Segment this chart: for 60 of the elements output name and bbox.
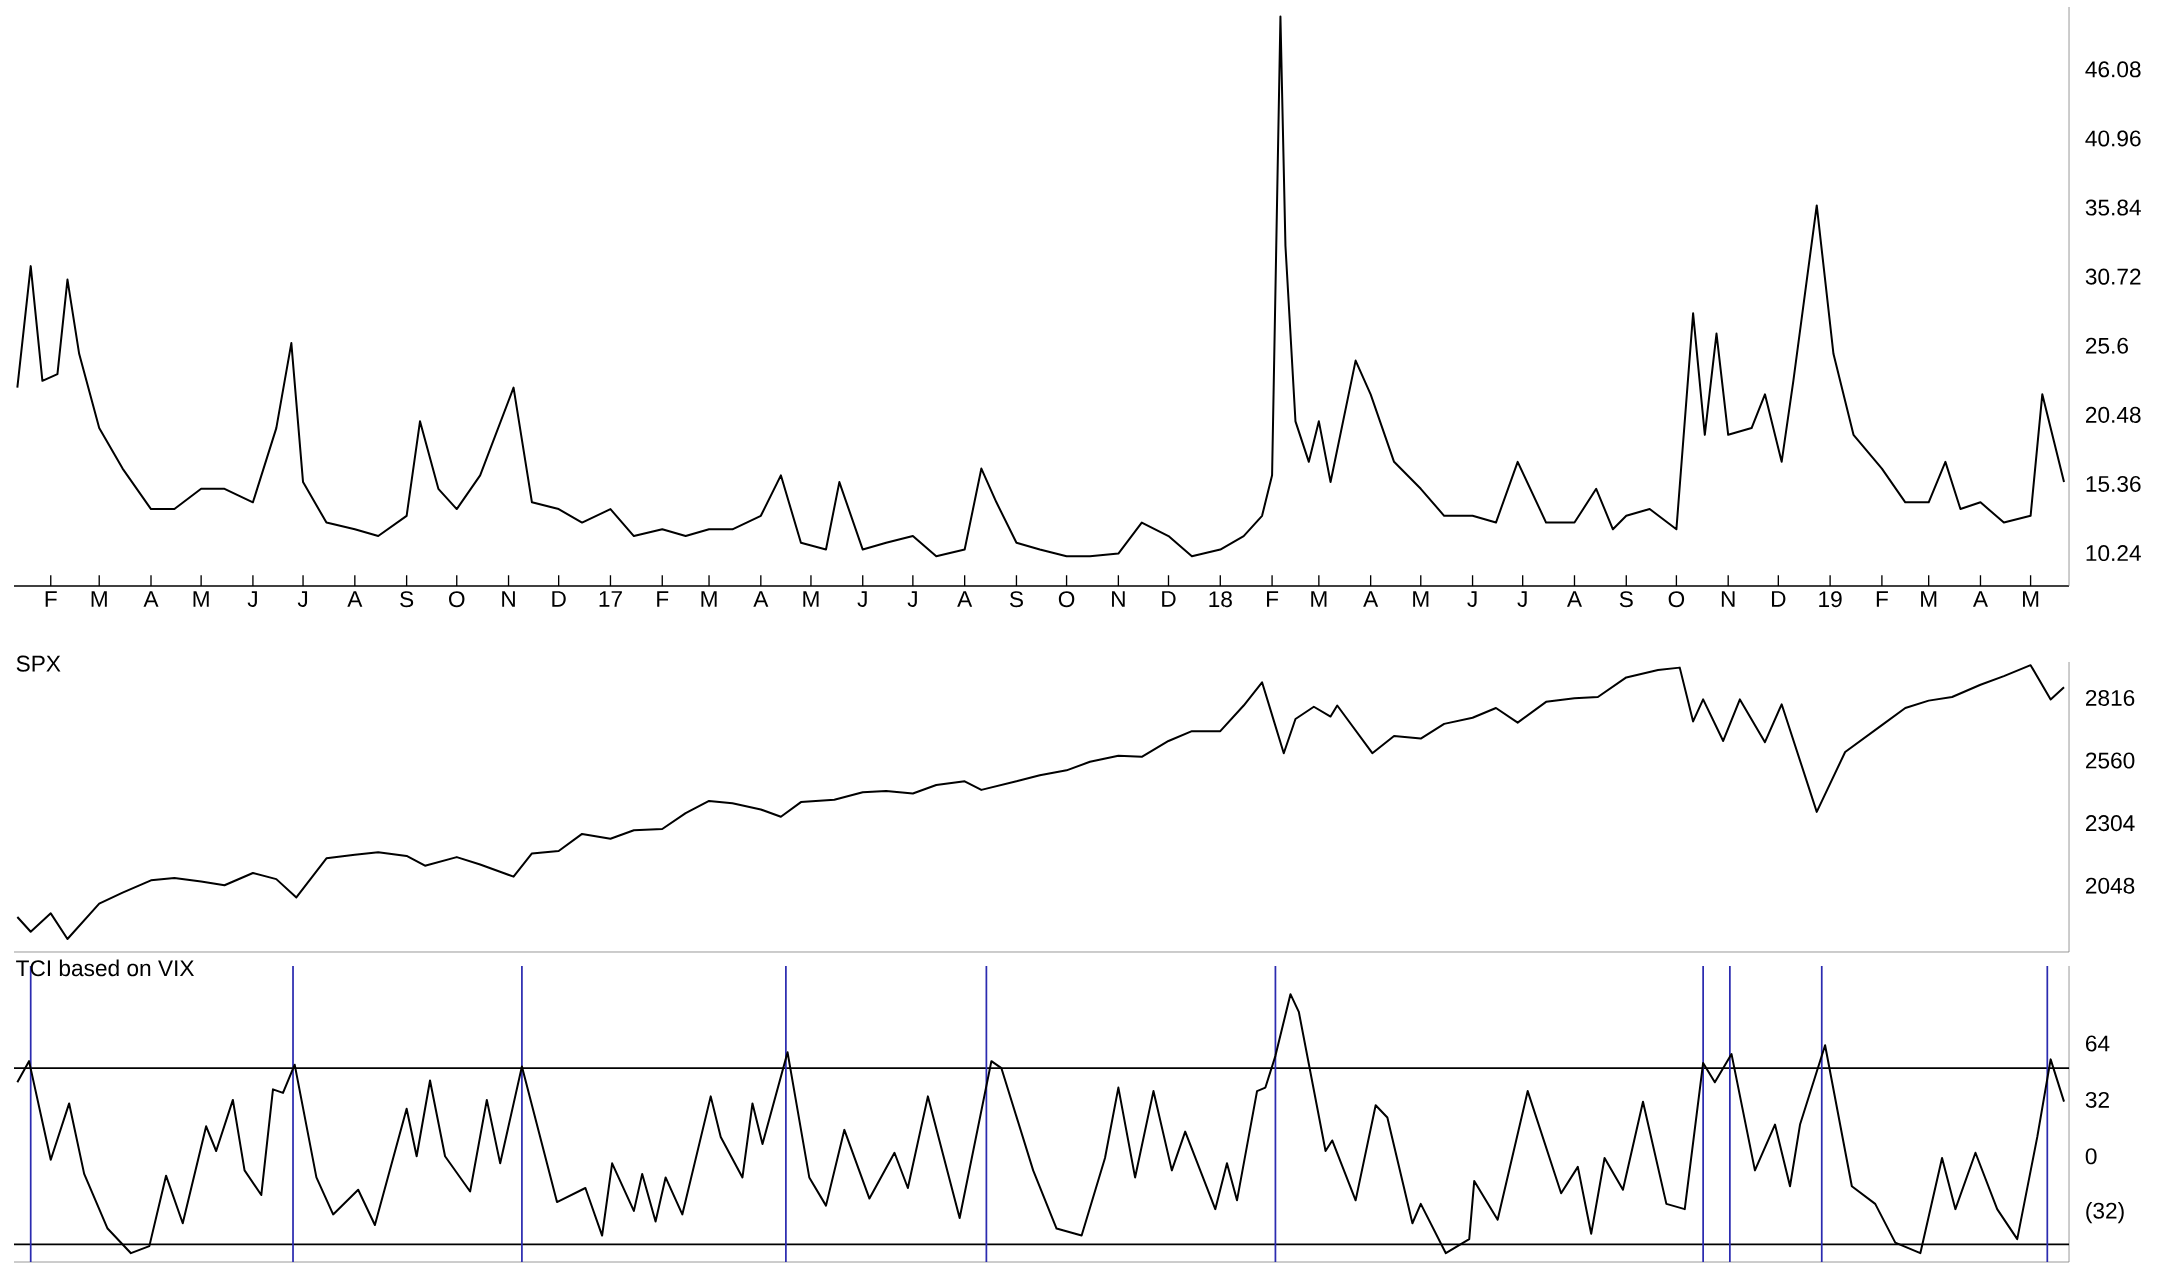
line-series: [16, 15, 2066, 558]
line-series: [16, 993, 2066, 1255]
x-tick-label: J: [907, 591, 917, 607]
x-tick-label: N: [502, 591, 515, 607]
y-tick-label: 35.84: [2085, 199, 2141, 216]
x-tick-label: J: [857, 591, 867, 607]
x-tick-label: D: [1771, 591, 1786, 607]
x-tick-label: F: [1267, 591, 1279, 607]
x-tick-label: S: [400, 591, 414, 608]
x-tick-label: O: [449, 591, 465, 608]
y-tick-label: 30.72: [2085, 268, 2141, 285]
x-tick-label: D: [552, 591, 566, 607]
x-tick-label: D: [1162, 591, 1176, 607]
x-tick-label: O: [1058, 591, 1075, 608]
x-tick-label: J: [297, 591, 308, 607]
y-tick-label: 20.48: [2086, 406, 2141, 423]
x-tick-label: S: [1009, 591, 1023, 608]
x-tick-label: A: [1972, 591, 1988, 607]
x-tick-label: F: [657, 591, 669, 607]
x-tick-label: N: [1721, 591, 1735, 607]
x-tick-label: M: [91, 591, 107, 607]
y-tick-label: 25.6: [2086, 337, 2128, 354]
y-tick-label: 2304: [2086, 815, 2135, 832]
x-tick-label: A: [347, 591, 363, 607]
x-tick-label: M: [1921, 591, 1937, 607]
x-tick-label: A: [143, 591, 159, 607]
x-tick-label: J: [1517, 591, 1527, 607]
chart-title: SPX: [16, 655, 61, 672]
y-tick-label: 10.24: [2086, 545, 2141, 562]
x-tick-label: S: [1619, 591, 1633, 608]
y-tick-label: 0: [2085, 1148, 2097, 1165]
x-tick-label: N: [1112, 591, 1125, 607]
x-tick-label: A: [1363, 591, 1379, 607]
x-tick-label: F: [1876, 591, 1888, 607]
x-tick-label: M: [1413, 591, 1429, 607]
x-tick-label: A: [957, 591, 973, 607]
x-tick-label: A: [1566, 591, 1582, 607]
x-tick-label: J: [247, 591, 257, 607]
y-tick-label: 2816: [2086, 689, 2135, 706]
x-tick-label: M: [701, 591, 717, 607]
y-tick-label: 2560: [2086, 752, 2135, 769]
y-tick-label: 15.36: [2086, 475, 2141, 492]
x-tick-label: M: [2023, 591, 2039, 607]
x-tick-label: M: [1311, 591, 1327, 607]
x-tick-label: A: [753, 591, 769, 607]
x-tick-label: 17: [599, 591, 622, 607]
y-tick-label: 64: [2086, 1035, 2110, 1052]
x-tick-label: O: [1668, 591, 1685, 608]
x-tick-label: F: [45, 591, 57, 607]
x-tick-label: 18: [1209, 591, 1232, 608]
y-tick-label: 32: [2085, 1091, 2109, 1108]
x-tick-label: 19: [1819, 591, 1842, 608]
x-tick-label: M: [803, 591, 819, 607]
y-tick-label: (32): [2086, 1202, 2124, 1224]
y-tick-label: 2048: [2086, 877, 2135, 894]
x-tick-label: M: [193, 591, 209, 607]
y-tick-label: 46.08: [2085, 61, 2141, 78]
y-tick-label: 40.96: [2085, 130, 2141, 147]
chart-title: TCI based on VIX: [16, 959, 195, 977]
x-tick-label: J: [1467, 591, 1477, 607]
